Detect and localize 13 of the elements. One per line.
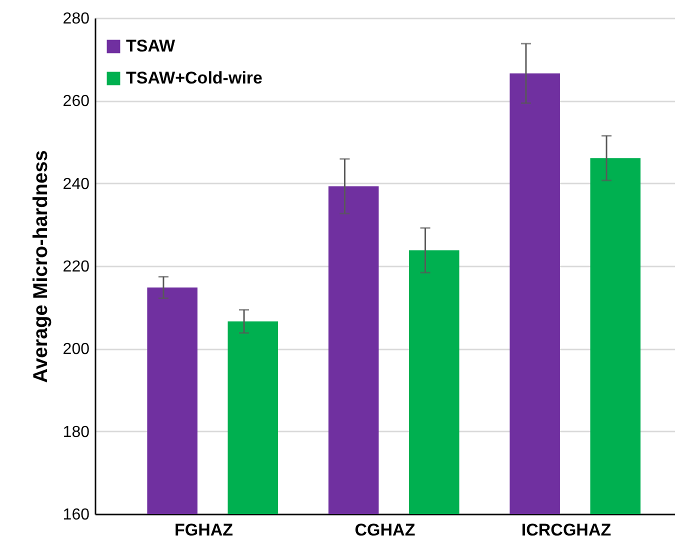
x-tick-label: CGHAZ — [354, 520, 416, 540]
x-tick-label: FGHAZ — [174, 520, 234, 540]
y-tick-label: 200 — [62, 341, 90, 358]
y-axis-title: Average Micro-hardness — [30, 150, 52, 383]
y-tick-label: 260 — [62, 93, 90, 110]
legend-label: TSAW+Cold-wire — [126, 68, 262, 88]
legend-label: TSAW — [126, 36, 176, 56]
y-tick-label: 280 — [62, 10, 90, 28]
y-tick-label: 220 — [62, 258, 90, 276]
y-tick-label: 240 — [62, 176, 90, 193]
x-tick-label: ICRCGHAZ — [521, 520, 612, 540]
y-tick-label: 160 — [62, 506, 90, 524]
y-tick-label: 180 — [62, 424, 90, 441]
